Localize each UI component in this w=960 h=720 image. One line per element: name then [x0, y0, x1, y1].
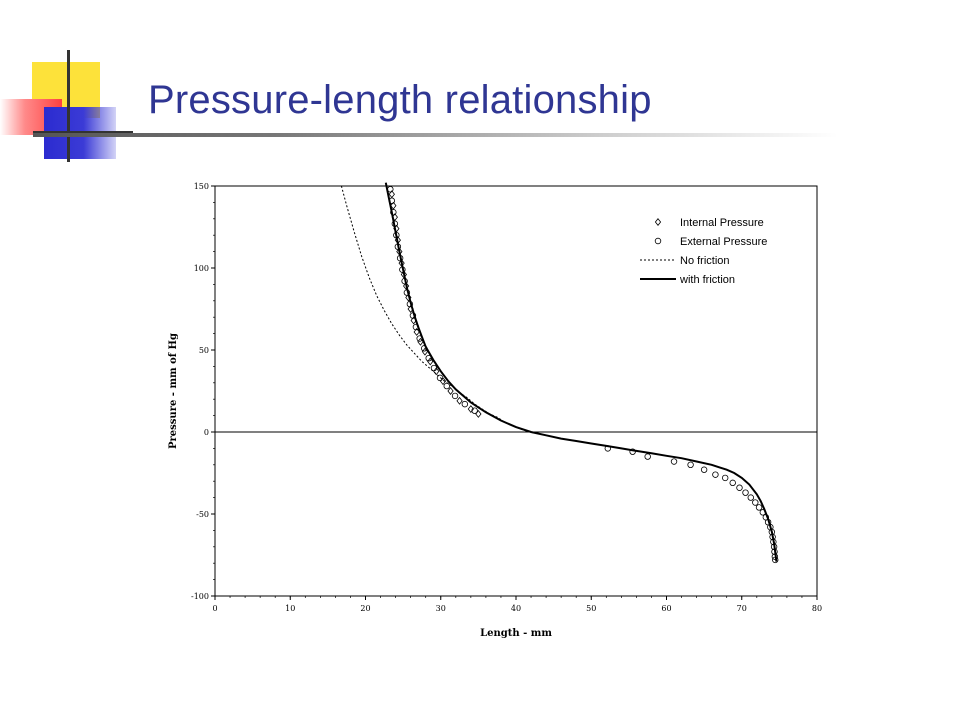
point-external-pressure — [461, 400, 469, 408]
x-axis-label: Length - mm — [480, 628, 552, 639]
point-internal-pressure — [467, 405, 474, 413]
point-external-pressure — [721, 474, 729, 482]
y-tick-label: -50 — [196, 510, 209, 519]
y-tick-label: 50 — [199, 346, 209, 355]
legend-label-external-pressure: External Pressure — [680, 236, 767, 248]
legend-layer: Internal Pressure External Pressure No fri… — [640, 217, 767, 286]
x-tick-label: 50 — [586, 604, 596, 613]
point-internal-pressure — [413, 328, 420, 336]
axes-layer: 0 10 20 30 40 50 60 70 80 -100 -50 0 50 100 150 — [191, 182, 822, 613]
x-tick-label: 20 — [360, 604, 370, 613]
point-internal-pressure — [456, 396, 463, 405]
legend-label-no-friction: No friction — [680, 255, 730, 267]
point-external-pressure — [747, 494, 754, 501]
y-tick-label: 150 — [194, 182, 209, 191]
x-tick-label: 80 — [812, 604, 822, 613]
slide-title: Pressure-length relationship — [148, 78, 652, 122]
y-tick-label: 0 — [204, 428, 209, 437]
x-tick-label: 0 — [212, 604, 217, 613]
point-external-pressure — [687, 461, 694, 468]
x-tick-label: 60 — [661, 604, 671, 613]
x-tick-label: 30 — [436, 604, 446, 613]
point-internal-pressure — [433, 367, 440, 376]
y-axis-label: Pressure - mm of Hg — [168, 333, 179, 449]
point-external-pressure — [436, 374, 444, 382]
point-external-pressure — [451, 392, 459, 400]
point-external-pressure — [729, 479, 736, 487]
legend-marker-external-pressure — [654, 237, 662, 245]
title-underline — [33, 133, 838, 137]
point-internal-pressure — [417, 337, 424, 346]
series-line-no-friction — [340, 185, 534, 434]
point-external-pressure — [736, 484, 743, 491]
point-external-pressure — [430, 364, 438, 372]
y-tick-label: 100 — [194, 264, 209, 273]
point-external-pressure — [670, 458, 678, 465]
point-external-pressure — [443, 382, 450, 390]
series-line-with-friction — [384, 182, 778, 562]
decor-horizontal-line — [33, 131, 133, 134]
x-tick-label: 10 — [285, 604, 295, 613]
legend-label-with-friction: with friction — [679, 274, 735, 286]
point-external-pressure — [755, 504, 763, 511]
legend-marker-internal-pressure — [654, 218, 662, 226]
point-internal-pressure — [403, 282, 410, 290]
point-internal-pressure — [447, 387, 454, 395]
point-external-pressure — [742, 489, 749, 496]
point-external-pressure — [712, 471, 719, 478]
point-internal-pressure — [388, 190, 395, 199]
legend-label-internal-pressure: Internal Pressure — [680, 217, 764, 229]
y-tick-label: -100 — [191, 592, 209, 601]
point-external-pressure — [752, 499, 759, 506]
point-external-pressure — [471, 407, 478, 414]
point-internal-pressure — [390, 201, 397, 210]
x-tick-label: 40 — [511, 604, 521, 613]
point-internal-pressure — [475, 410, 482, 418]
series-layer — [340, 182, 779, 564]
point-external-pressure — [700, 466, 708, 473]
point-internal-pressure — [427, 357, 434, 366]
x-tick-label: 70 — [737, 604, 747, 613]
decor-vertical-line — [67, 50, 70, 162]
point-external-pressure — [644, 453, 651, 460]
point-internal-pressure — [421, 347, 429, 356]
